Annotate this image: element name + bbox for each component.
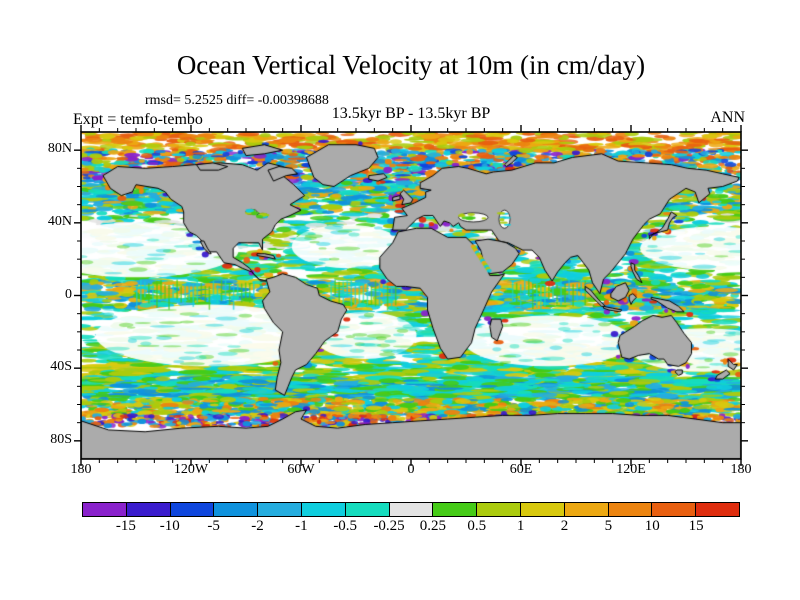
- colorbar-segment: [83, 503, 126, 516]
- experiment-label: Expt = temfo-tembo: [73, 111, 203, 128]
- colorbar-segment: [257, 503, 301, 516]
- colorbar-tick-label: 2: [560, 518, 569, 534]
- x-tick-label: 60W: [287, 462, 315, 477]
- x-tick-label: 180: [70, 462, 92, 477]
- y-tick-label: 80N: [47, 141, 72, 157]
- colorbar-segment: [388, 503, 433, 516]
- colorbar-tick-label: 1: [516, 518, 525, 534]
- colorbar-segment: [213, 503, 258, 516]
- colorbar-tick-label: -2: [251, 518, 264, 534]
- colorbar: [82, 502, 740, 517]
- colorbar-tick-label: 5: [604, 518, 613, 534]
- colorbar-tick-label: 10: [644, 518, 660, 534]
- y-tick-label: 0: [65, 286, 72, 302]
- season-label: ANN: [710, 109, 745, 126]
- y-tick-label: 80S: [50, 431, 72, 447]
- colorbar-tick-label: 0.25: [419, 518, 447, 534]
- colorbar-tick-label: 0.5: [467, 518, 487, 534]
- y-tick-label: 40S: [50, 359, 72, 375]
- colorbar-segment: [344, 503, 389, 516]
- colorbar-segment: [651, 503, 696, 516]
- x-tick-label: 180: [730, 462, 752, 477]
- colorbar-segment: [695, 503, 739, 516]
- x-tick-label: 120W: [173, 462, 209, 477]
- period-label: 13.5kyr BP - 13.5kyr BP: [331, 105, 491, 122]
- colorbar-tick-label: -0.5: [333, 518, 358, 534]
- colorbar-tick-label: -0.25: [373, 518, 405, 534]
- plot-title: Ocean Vertical Velocity at 10m (in cm/da…: [176, 50, 646, 80]
- stats-label: rmsd= 5.2525 diff= -0.00398688: [145, 93, 329, 108]
- colorbar-segment: [607, 503, 652, 516]
- colorbar-segment: [125, 503, 170, 516]
- colorbar-segment: [300, 503, 345, 516]
- world-map-canvas: [81, 132, 741, 459]
- x-tick-label: 0: [407, 462, 415, 477]
- colorbar-tick-label: -5: [207, 518, 220, 534]
- colorbar-tick-label: 15: [688, 518, 704, 534]
- colorbar-segment: [169, 503, 214, 516]
- colorbar-segment: [432, 503, 477, 516]
- x-tick-label: 60E: [509, 462, 533, 477]
- colorbar-segment: [519, 503, 564, 516]
- y-tick-label: 40N: [47, 213, 72, 229]
- x-tick-label: 120E: [616, 462, 646, 477]
- colorbar-tick-label: -1: [295, 518, 308, 534]
- colorbar-tick-label: -15: [115, 518, 136, 534]
- colorbar-segment: [476, 503, 520, 516]
- colorbar-tick-label: -10: [159, 518, 180, 534]
- colorbar-segment: [563, 503, 608, 516]
